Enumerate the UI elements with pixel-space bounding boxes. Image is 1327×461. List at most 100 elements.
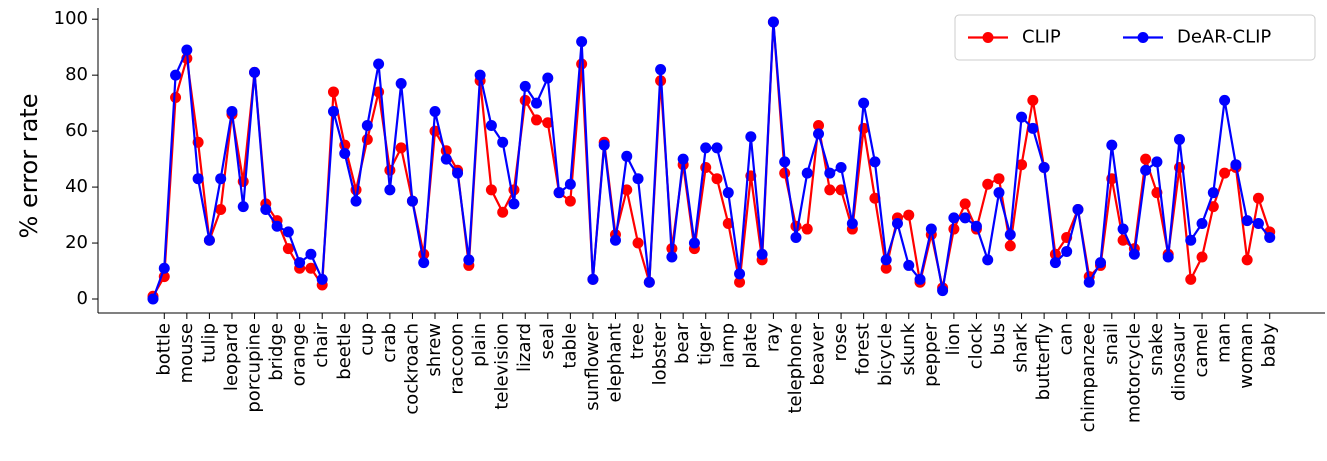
x-tick-label: crab [379, 323, 400, 363]
point [734, 276, 746, 288]
point [587, 273, 599, 285]
x-tick-label: elephant [604, 323, 625, 402]
x-tick-label: plain [469, 323, 490, 367]
x-tick-label: woman [1236, 323, 1257, 389]
point [982, 178, 994, 190]
point [395, 142, 407, 154]
point [1185, 234, 1197, 246]
point [813, 120, 825, 132]
point [643, 276, 655, 288]
point [249, 66, 261, 78]
point [1117, 223, 1129, 235]
x-tick-label: pepper [920, 322, 941, 386]
point [1196, 251, 1208, 263]
point [621, 150, 633, 162]
x-tick-label: tulip [198, 323, 219, 363]
point [632, 173, 644, 185]
point [282, 243, 294, 255]
point [1196, 217, 1208, 229]
point [700, 142, 712, 154]
point [756, 248, 768, 260]
point [621, 184, 633, 196]
point [1207, 187, 1219, 199]
point [1016, 159, 1028, 171]
point [1162, 251, 1174, 263]
x-tick-label: shark [1011, 322, 1032, 372]
point [993, 173, 1005, 185]
x-tick-label: lamp [717, 323, 738, 368]
point [373, 58, 385, 70]
legend-marker [982, 32, 994, 43]
point [440, 153, 452, 165]
point [925, 223, 937, 235]
x-tick-label: camel [1191, 323, 1212, 378]
point [948, 212, 960, 224]
point [1241, 215, 1253, 227]
x-tick-label: butterfly [1033, 323, 1054, 401]
point [508, 198, 520, 210]
point [429, 106, 441, 118]
x-tick-label: dinosaur [1168, 322, 1189, 401]
point [1128, 248, 1140, 260]
point [959, 198, 971, 210]
point [1219, 167, 1231, 179]
x-tick-label: cockroach [401, 323, 422, 415]
point [474, 69, 486, 81]
point [158, 262, 170, 274]
point [339, 148, 351, 160]
point [553, 187, 565, 199]
x-tick-label: lizard [514, 323, 535, 372]
point [655, 64, 667, 76]
point [361, 134, 373, 146]
point [835, 184, 847, 196]
x-tick-label: can [1056, 323, 1077, 355]
point [170, 69, 182, 81]
point [824, 184, 836, 196]
point [880, 262, 892, 274]
point [948, 223, 960, 235]
x-tick-label: beetle [334, 323, 355, 380]
point [463, 254, 475, 266]
point [880, 254, 892, 266]
point [384, 184, 396, 196]
point [170, 92, 182, 104]
x-tick-label: motorcycle [1123, 323, 1144, 423]
point [215, 203, 227, 215]
x-tick-label: bottle [153, 323, 174, 376]
point [1252, 192, 1264, 204]
x-tick-label: television [492, 323, 513, 410]
point [564, 178, 576, 190]
point [745, 131, 757, 143]
point [914, 273, 926, 285]
point [260, 203, 272, 215]
y-tick-label: 20 [65, 232, 88, 253]
x-tick-label: chair [311, 322, 332, 367]
point [215, 173, 227, 185]
point [937, 285, 949, 297]
point [542, 72, 554, 84]
point [406, 195, 418, 207]
x-tick-label: clock [965, 322, 986, 369]
point [452, 167, 464, 179]
x-tick-label: tiger [695, 322, 716, 365]
point [970, 220, 982, 232]
y-axis-label: % error rate [15, 94, 43, 239]
x-tick-label: lobster [650, 322, 671, 385]
x-tick-label: bridge [266, 323, 287, 381]
point [485, 120, 497, 132]
point [1219, 94, 1231, 106]
point [181, 44, 193, 56]
y-tick-label: 100 [54, 8, 88, 29]
x-tick-label: leopard [221, 323, 242, 391]
point [1072, 203, 1084, 215]
point [1185, 273, 1197, 285]
point [542, 117, 554, 129]
point [1207, 201, 1219, 213]
point [1230, 159, 1242, 171]
point [1106, 139, 1118, 151]
point [801, 167, 813, 179]
point [294, 257, 306, 269]
point [858, 97, 870, 109]
x-tick-label: man [1214, 323, 1235, 363]
y-tick-label: 60 [65, 120, 88, 141]
